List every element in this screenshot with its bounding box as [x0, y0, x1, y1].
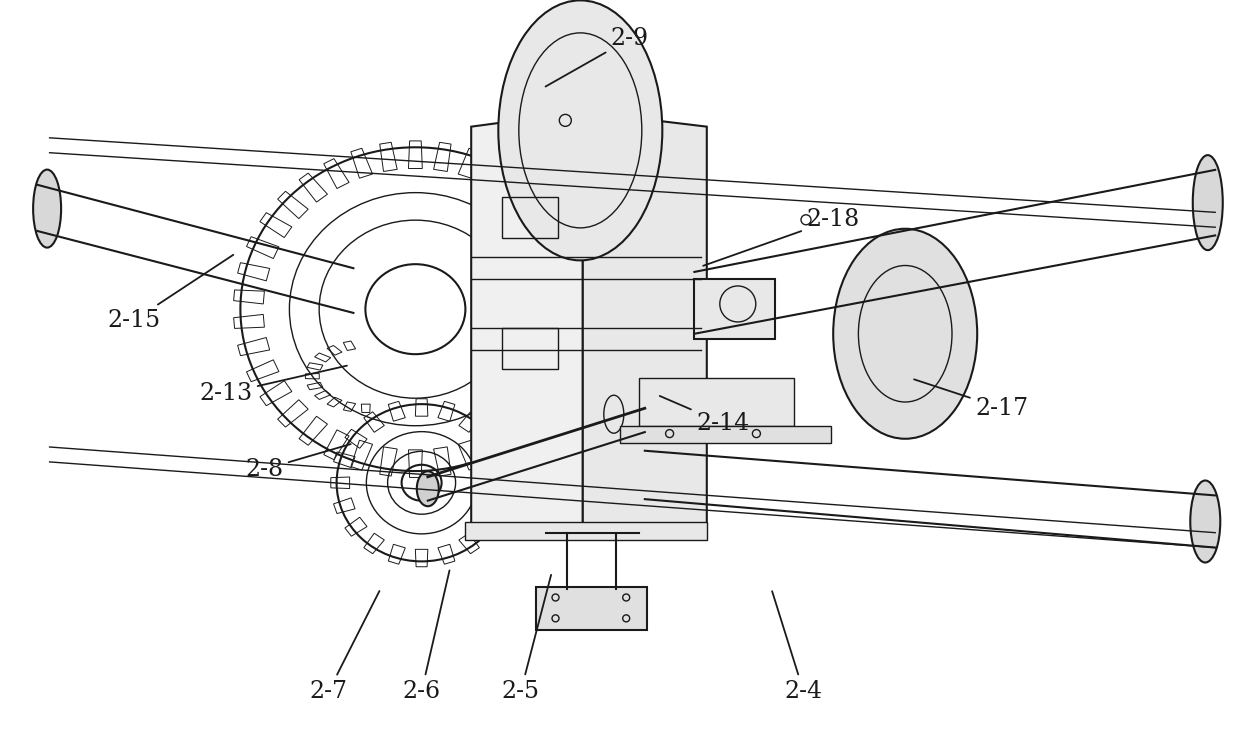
Polygon shape [620, 426, 831, 443]
Polygon shape [583, 112, 707, 536]
Polygon shape [471, 112, 583, 536]
Text: 2-4: 2-4 [773, 592, 822, 703]
Bar [536, 587, 647, 630]
Text: 2-5: 2-5 [502, 575, 551, 703]
Text: 2-8: 2-8 [246, 444, 351, 481]
Ellipse shape [417, 472, 439, 506]
Text: 2-18: 2-18 [703, 209, 859, 266]
Polygon shape [639, 378, 794, 426]
Text: 2-7: 2-7 [310, 591, 379, 703]
Ellipse shape [1193, 155, 1223, 250]
Ellipse shape [833, 229, 977, 439]
Text: 2-9: 2-9 [546, 28, 649, 86]
Text: 2-14: 2-14 [660, 396, 749, 434]
Text: 2-15: 2-15 [108, 255, 233, 332]
Text: 2-13: 2-13 [200, 366, 347, 405]
Ellipse shape [498, 1, 662, 260]
Bar [502, 197, 558, 238]
Text: 2-6: 2-6 [403, 571, 449, 703]
Ellipse shape [1190, 481, 1220, 562]
Ellipse shape [33, 170, 61, 247]
Text: 2-17: 2-17 [914, 379, 1028, 419]
Bar [465, 522, 707, 540]
Bar [694, 279, 775, 339]
Bar [502, 328, 558, 369]
